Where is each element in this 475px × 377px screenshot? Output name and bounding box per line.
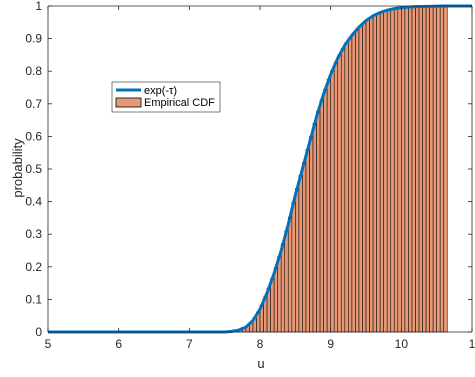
cdf-bar <box>429 5 434 333</box>
y-tick-label: 0.4 <box>25 195 42 209</box>
cdf-bar <box>277 255 282 333</box>
cdf-bar <box>411 6 416 333</box>
legend-label-empirical: Empirical CDF <box>144 97 215 109</box>
cdf-bar <box>309 136 314 333</box>
cdf-bar <box>383 10 388 333</box>
cdf-bar <box>386 9 392 333</box>
y-tick-label: 0.2 <box>25 260 42 274</box>
x-axis-label: u <box>257 356 264 371</box>
empirical-cdf-bars <box>227 5 448 333</box>
cdf-bar <box>330 70 335 333</box>
cdf-bar <box>379 11 384 333</box>
exp-tau-line <box>48 4 472 334</box>
x-tick-label: 10 <box>395 337 409 351</box>
cdf-bar <box>316 110 321 333</box>
cdf-bar <box>372 14 377 333</box>
y-tick-label: 0.9 <box>25 32 42 46</box>
legend: exp(-τ) Empirical CDF <box>111 81 221 113</box>
y-tick-label: 0.3 <box>25 227 42 241</box>
cdf-bar <box>284 230 289 333</box>
x-tick-label: 5 <box>45 337 52 351</box>
cdf-bar <box>319 99 324 333</box>
y-tick-label: 1 <box>35 0 42 13</box>
x-tick-label: 1 <box>469 337 475 351</box>
y-tick-label: 0.7 <box>25 97 42 111</box>
cdf-bar <box>302 162 307 333</box>
y-tick-label: 0.5 <box>25 162 42 176</box>
cdf-bar <box>358 25 363 333</box>
cdf-bar <box>401 7 406 333</box>
cdf-bar <box>326 79 331 333</box>
cdf-bar <box>415 6 420 333</box>
cdf-bar <box>393 8 399 333</box>
cdf-bar <box>351 33 356 333</box>
cdf-bar <box>344 42 349 333</box>
y-axis-label: probability <box>10 138 25 198</box>
cdf-bar <box>376 13 381 333</box>
x-tick-label: 7 <box>186 337 193 351</box>
cdf-bar <box>422 6 427 333</box>
x-tick-label: 9 <box>327 337 334 351</box>
cdf-bar <box>337 54 342 333</box>
y-tick-label: 0.6 <box>25 129 42 143</box>
cdf-bar <box>439 5 445 333</box>
cdf-bar <box>312 123 317 333</box>
cdf-bar <box>291 202 296 333</box>
cdf-bar <box>432 5 437 333</box>
cdf-bar <box>355 28 360 333</box>
y-tick-label: 0.8 <box>25 64 42 78</box>
cdf-bar <box>348 37 353 333</box>
cdf-bar <box>298 175 303 333</box>
cdf-bar <box>425 6 430 333</box>
x-tick-label: 6 <box>115 337 122 351</box>
legend-label-exp: exp(-τ) <box>144 85 177 97</box>
axes <box>47 5 473 333</box>
cdf-bar <box>323 88 328 333</box>
cdf-bar <box>287 216 293 333</box>
cdf-bar <box>280 243 286 333</box>
cdf-bar <box>418 6 423 333</box>
cdf-bar <box>369 16 374 333</box>
cdf-bar <box>333 61 339 333</box>
cdf-bar <box>365 19 370 333</box>
y-tick-labels: 0 0.1 0.2 0.3 0.4 0.5 0.6 0.7 0.8 0.9 1 <box>25 0 42 339</box>
y-tick-label: 0 <box>35 325 42 339</box>
cdf-bar <box>295 188 300 333</box>
x-tick-label: 8 <box>257 337 264 351</box>
cdf-bar <box>397 7 402 333</box>
cdf-bar <box>436 5 441 333</box>
cdf-bar <box>408 6 413 333</box>
y-tick-label: 0.1 <box>25 292 42 306</box>
cdf-bar <box>340 48 346 333</box>
cdf-bar <box>390 8 395 333</box>
cdf-bar <box>305 149 310 333</box>
cdf-bar <box>443 5 448 333</box>
cdf-bar <box>270 277 275 333</box>
cdf-bar <box>404 6 409 333</box>
cdf-bar <box>273 267 278 333</box>
legend-bar-swatch <box>115 97 142 108</box>
cdf-bar <box>362 21 367 333</box>
x-tick-labels: 5 6 7 8 9 10 1 <box>45 337 475 351</box>
